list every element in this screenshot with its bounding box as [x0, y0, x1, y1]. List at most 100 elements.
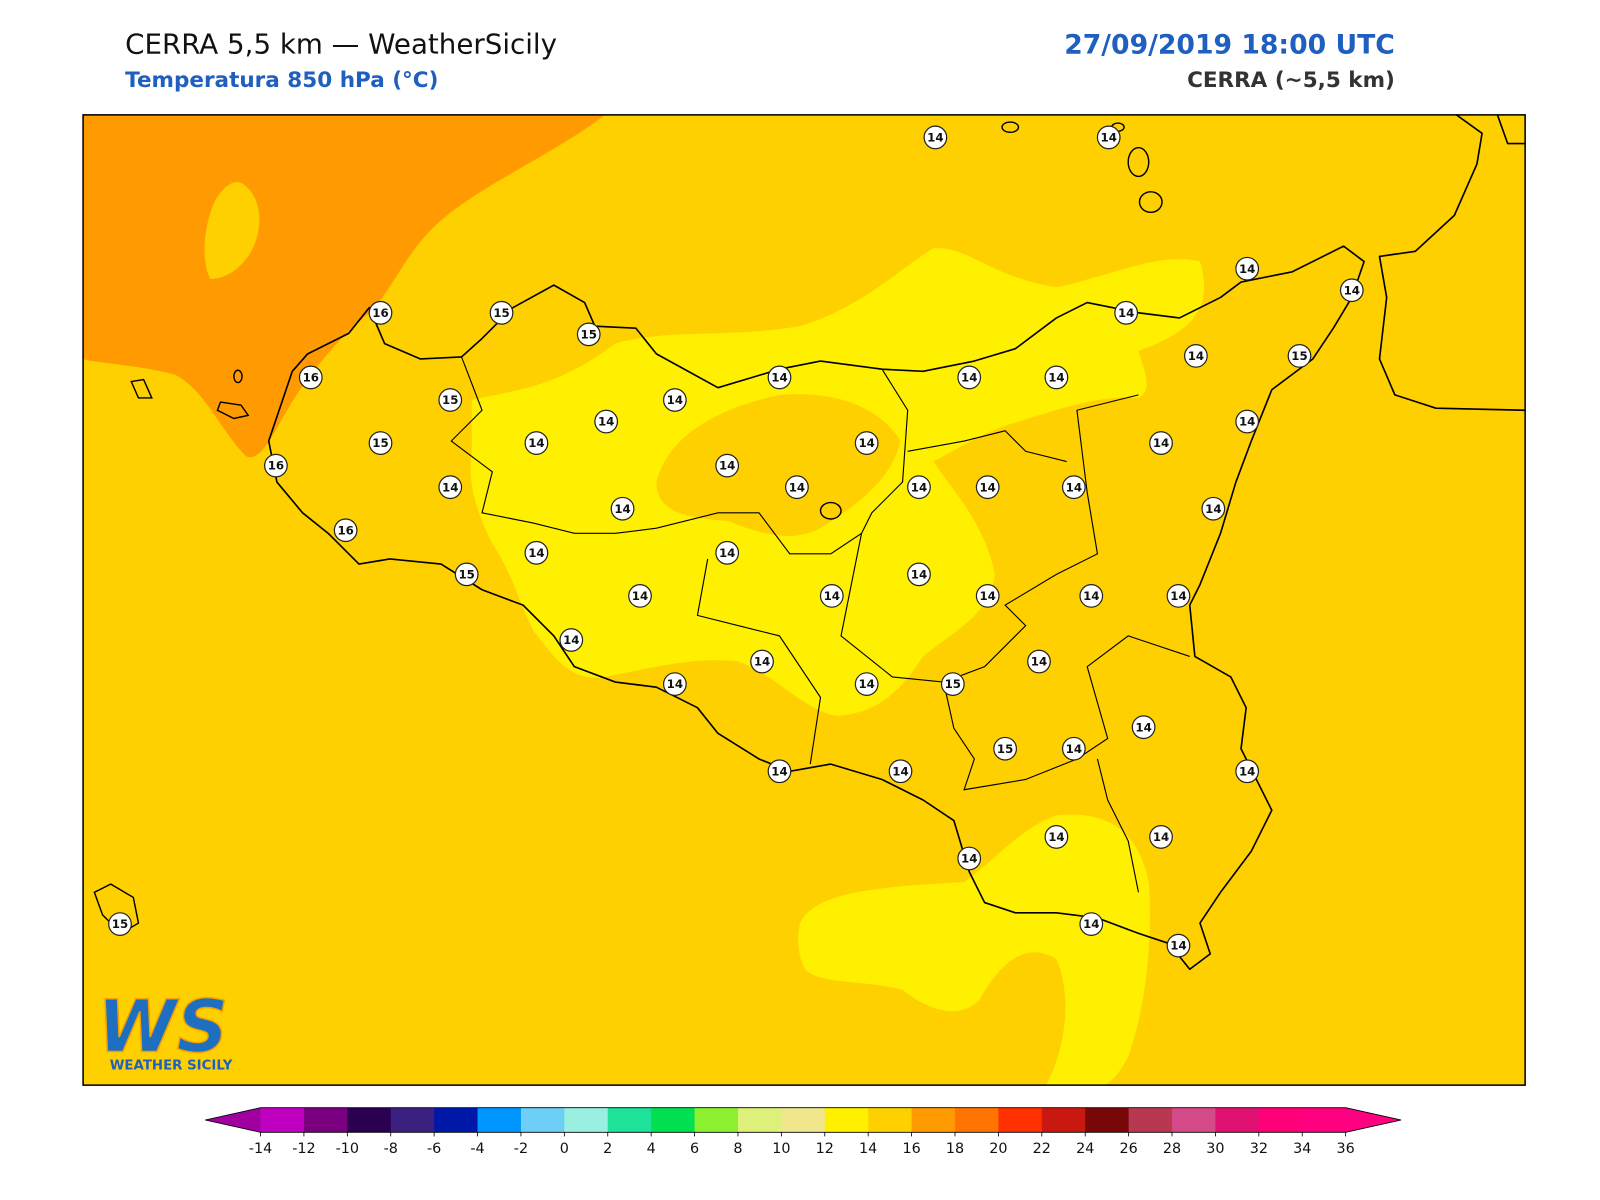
station-marker: [454, 562, 479, 587]
station-marker: [438, 475, 463, 500]
station-value: 14: [858, 436, 874, 450]
colorbar-tick-label: 30: [1206, 1141, 1224, 1157]
colorbar-segment: [390, 1107, 435, 1133]
station-marker: [662, 672, 687, 696]
station-marker: [662, 388, 687, 412]
colorbar-tick-label: -6: [427, 1141, 441, 1157]
colorbar-segment: [1302, 1107, 1347, 1133]
colorbar-tick-label: 2: [603, 1141, 612, 1157]
islands: [93, 121, 1163, 935]
province-border: [1096, 758, 1140, 893]
province-border: [450, 356, 909, 555]
station-value: 14: [598, 415, 614, 429]
province-border: [696, 558, 822, 765]
colorbar-tick-label: 10: [772, 1141, 790, 1157]
station-layer: 14 14 14 14 16 15 15 14 16 14 14 14 14 15 15 14 14 14 15 14…: [108, 125, 1364, 958]
station-marker: [1339, 278, 1364, 303]
colorbar-segment: [868, 1107, 913, 1133]
colorbar-tick-label: 32: [1250, 1141, 1268, 1157]
station-value: 14: [1048, 830, 1064, 844]
station-value: 14: [1239, 415, 1255, 429]
colorbar-segment: [824, 1107, 869, 1133]
station-value: 14: [1239, 262, 1255, 276]
station-marker: [907, 562, 931, 587]
station-marker: [750, 649, 774, 674]
station-marker: [819, 583, 844, 608]
station-value: 14: [911, 567, 927, 581]
station-value: 14: [1170, 939, 1186, 953]
colorbar-segment: [520, 1107, 565, 1133]
station-value: 14: [667, 393, 683, 407]
station-value: 15: [493, 306, 509, 320]
colorbar-segment: [651, 1107, 696, 1133]
colorbar-extend-high: [1345, 1107, 1402, 1133]
station-value: 14: [1153, 830, 1169, 844]
colorbar-segment: [1172, 1107, 1216, 1133]
station-marker: [438, 388, 463, 412]
station-marker: [576, 322, 601, 347]
logo: WS WEATHER SICILY: [97, 984, 233, 1074]
colorbar-tick-label: 6: [690, 1141, 699, 1157]
colorbar-tick-label: -8: [384, 1141, 398, 1157]
station-value: 14: [442, 480, 458, 494]
colorbar-segment: [434, 1107, 479, 1133]
station-marker: [975, 583, 1000, 608]
station-value: 14: [1153, 436, 1169, 450]
station-value: 16: [303, 371, 319, 385]
station-value: 14: [1101, 131, 1117, 145]
station-value: 14: [961, 852, 977, 866]
station-marker: [298, 365, 323, 390]
colorbar-extend-low: [205, 1107, 261, 1133]
station-marker: [628, 583, 652, 608]
station-value: 14: [927, 131, 943, 145]
station-value: 14: [1066, 480, 1082, 494]
station-marker: [907, 475, 931, 500]
station-marker: [1235, 759, 1260, 784]
station-marker: [957, 846, 982, 871]
station-marker: [888, 759, 913, 784]
station-marker: [854, 672, 879, 696]
station-marker: [1061, 736, 1086, 761]
province-border: [840, 394, 1139, 683]
station-marker: [993, 736, 1018, 761]
station-value: 14: [719, 459, 735, 473]
station-value: 15: [372, 436, 388, 450]
station-marker: [368, 300, 393, 325]
station-marker: [1235, 256, 1260, 281]
station-value: 14: [961, 371, 977, 385]
model-label: CERRA (~5,5 km): [1187, 68, 1395, 93]
logo-caption: WEATHER SICILY: [110, 1059, 233, 1074]
field-zone: [204, 182, 260, 279]
station-value: 15: [442, 393, 458, 407]
station-value: 14: [563, 633, 579, 647]
colorbar-segment: [1258, 1107, 1303, 1133]
station-marker: [975, 475, 1000, 500]
station-value: 14: [1118, 306, 1134, 320]
station-value: 15: [458, 567, 474, 581]
station-value: 14: [1048, 371, 1064, 385]
colorbar-segment: [1041, 1107, 1086, 1133]
station-value: 14: [1135, 720, 1151, 734]
field-warm-zone: [83, 114, 606, 458]
subtitle: Temperatura 850 hPa (°C): [125, 68, 438, 93]
station-marker: [1079, 583, 1104, 608]
station-value: 14: [979, 589, 995, 603]
station-marker: [923, 125, 948, 150]
station-value: 14: [632, 589, 648, 603]
station-marker: [559, 628, 584, 652]
station-marker: [1166, 933, 1191, 958]
station-marker: [854, 431, 879, 455]
colorbar-tick-label: 8: [733, 1141, 742, 1157]
calabria-coast: [1378, 114, 1526, 412]
station-value: 14: [1239, 764, 1255, 778]
colorbar-segment: [1215, 1107, 1260, 1133]
station-value: 15: [1291, 349, 1307, 363]
station-marker: [1096, 125, 1121, 150]
station-value: 14: [1170, 589, 1186, 603]
station-marker: [108, 912, 132, 936]
station-marker: [489, 300, 514, 325]
station-marker: [1166, 583, 1191, 608]
station-marker: [1184, 343, 1208, 368]
station-value: 14: [892, 764, 908, 778]
colorbar-segment: [954, 1107, 999, 1133]
